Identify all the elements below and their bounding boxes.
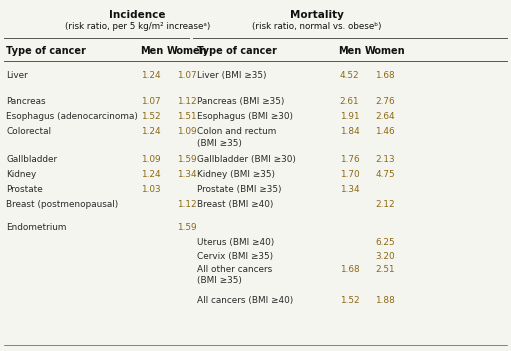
Text: Liver (BMI ≥35): Liver (BMI ≥35): [197, 71, 267, 80]
Text: Type of cancer: Type of cancer: [197, 46, 277, 56]
Text: 1.68: 1.68: [375, 71, 395, 80]
Text: All other cancers
(BMI ≥35): All other cancers (BMI ≥35): [197, 265, 272, 285]
Text: 1.09: 1.09: [142, 154, 161, 164]
Text: Cervix (BMI ≥35): Cervix (BMI ≥35): [197, 252, 273, 261]
Text: 1.46: 1.46: [375, 127, 395, 137]
Text: Mortality: Mortality: [290, 10, 343, 20]
Text: Women: Women: [167, 46, 207, 56]
Text: 1.84: 1.84: [340, 127, 359, 137]
Text: 2.13: 2.13: [375, 154, 395, 164]
Text: Pancreas (BMI ≥35): Pancreas (BMI ≥35): [197, 97, 285, 106]
Text: 3.20: 3.20: [375, 252, 395, 261]
Text: Men: Men: [338, 46, 361, 56]
Text: Prostate: Prostate: [7, 185, 43, 193]
Text: 1.68: 1.68: [340, 265, 359, 274]
Text: 1.91: 1.91: [340, 112, 359, 121]
Text: 1.12: 1.12: [177, 97, 197, 106]
Text: 1.51: 1.51: [177, 112, 197, 121]
Text: Uterus (BMI ≥40): Uterus (BMI ≥40): [197, 238, 274, 247]
Text: Women: Women: [365, 46, 405, 56]
Text: 6.25: 6.25: [375, 238, 395, 247]
Text: 2.51: 2.51: [375, 265, 395, 274]
Text: Breast (BMI ≥40): Breast (BMI ≥40): [197, 199, 273, 208]
Text: Men: Men: [140, 46, 163, 56]
Text: 1.34: 1.34: [340, 185, 359, 193]
Text: 1.88: 1.88: [375, 296, 395, 305]
Text: Kidney: Kidney: [7, 170, 37, 179]
Text: 1.24: 1.24: [142, 170, 161, 179]
Text: 1.76: 1.76: [340, 154, 359, 164]
Text: 1.24: 1.24: [142, 71, 161, 80]
Text: Liver: Liver: [7, 71, 28, 80]
Text: 2.12: 2.12: [375, 199, 395, 208]
Text: 1.24: 1.24: [142, 127, 161, 137]
Text: Esophagus (BMI ≥30): Esophagus (BMI ≥30): [197, 112, 293, 121]
Text: 2.64: 2.64: [375, 112, 395, 121]
Text: Endometrium: Endometrium: [7, 223, 67, 232]
Text: 4.75: 4.75: [375, 170, 395, 179]
Text: 2.61: 2.61: [340, 97, 359, 106]
Text: (risk ratio, normal vs. obeseᵇ): (risk ratio, normal vs. obeseᵇ): [252, 21, 381, 31]
Text: 1.07: 1.07: [177, 71, 197, 80]
Text: All cancers (BMI ≥40): All cancers (BMI ≥40): [197, 296, 293, 305]
Text: Pancreas: Pancreas: [7, 97, 46, 106]
Text: 1.52: 1.52: [340, 296, 359, 305]
Text: Gallbladder (BMI ≥30): Gallbladder (BMI ≥30): [197, 154, 296, 164]
Text: Gallbladder: Gallbladder: [7, 154, 58, 164]
Text: 1.07: 1.07: [142, 97, 161, 106]
Text: Type of cancer: Type of cancer: [7, 46, 86, 56]
Text: 1.09: 1.09: [177, 127, 197, 137]
Text: Kidney (BMI ≥35): Kidney (BMI ≥35): [197, 170, 275, 179]
Text: Incidence: Incidence: [109, 10, 166, 20]
Text: 4.52: 4.52: [340, 71, 359, 80]
Text: Breast (postmenopausal): Breast (postmenopausal): [7, 199, 119, 208]
Text: 1.34: 1.34: [177, 170, 197, 179]
Text: Prostate (BMI ≥35): Prostate (BMI ≥35): [197, 185, 282, 193]
Text: Colon and rectum
(BMI ≥35): Colon and rectum (BMI ≥35): [197, 127, 276, 147]
Text: 1.59: 1.59: [177, 223, 197, 232]
Text: 1.59: 1.59: [177, 154, 197, 164]
Text: 1.03: 1.03: [142, 185, 161, 193]
Text: Colorectal: Colorectal: [7, 127, 52, 137]
Text: Esophagus (adenocarcinoma): Esophagus (adenocarcinoma): [7, 112, 138, 121]
Text: 2.76: 2.76: [375, 97, 395, 106]
Text: 1.12: 1.12: [177, 199, 197, 208]
Text: 1.70: 1.70: [340, 170, 359, 179]
Text: 1.52: 1.52: [142, 112, 161, 121]
Text: (risk ratio, per 5 kg/m² increaseᵃ): (risk ratio, per 5 kg/m² increaseᵃ): [65, 21, 210, 31]
